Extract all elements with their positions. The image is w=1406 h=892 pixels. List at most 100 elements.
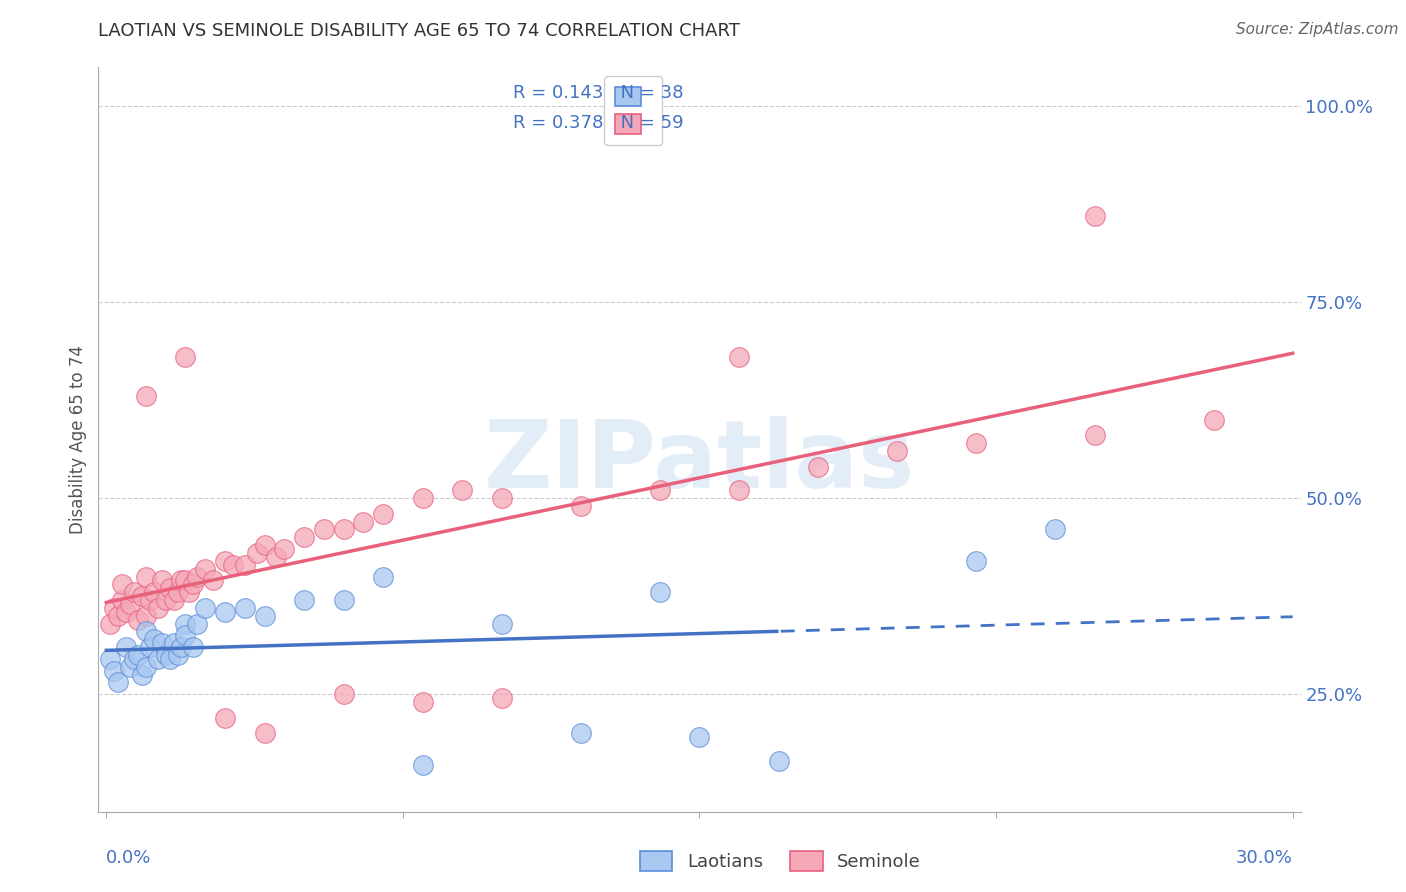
Point — [150, 636, 173, 650]
Point — [107, 675, 129, 690]
Point — [159, 582, 181, 596]
Point — [1202, 413, 1225, 427]
Point — [569, 726, 592, 740]
Point — [214, 554, 236, 568]
Point — [107, 608, 129, 623]
Point — [174, 628, 197, 642]
Point — [1084, 209, 1107, 223]
Point — [728, 483, 751, 498]
Point — [103, 664, 125, 678]
Point — [166, 585, 188, 599]
Point — [194, 562, 217, 576]
Point — [122, 652, 145, 666]
Point — [253, 538, 276, 552]
Point — [1084, 428, 1107, 442]
Point — [155, 648, 177, 662]
Point — [807, 459, 830, 474]
Point — [412, 757, 434, 772]
Point — [150, 574, 173, 588]
Point — [332, 593, 354, 607]
Point — [166, 648, 188, 662]
Point — [135, 389, 157, 403]
Point — [266, 549, 288, 564]
Point — [162, 593, 184, 607]
Point — [965, 554, 987, 568]
Point — [728, 350, 751, 364]
Point — [179, 585, 201, 599]
Point — [332, 687, 354, 701]
Point — [491, 616, 513, 631]
Y-axis label: Disability Age 65 to 74: Disability Age 65 to 74 — [69, 345, 87, 533]
Point — [689, 730, 711, 744]
Point — [214, 711, 236, 725]
Text: 0.0%: 0.0% — [107, 849, 152, 867]
Point — [768, 754, 790, 768]
Point — [371, 569, 394, 583]
Point — [170, 640, 193, 654]
Point — [273, 542, 295, 557]
Point — [186, 616, 208, 631]
Point — [451, 483, 474, 498]
Point — [139, 640, 162, 654]
Point — [131, 667, 153, 681]
Point — [135, 608, 157, 623]
Point — [183, 640, 205, 654]
Point — [146, 652, 169, 666]
Text: 30.0%: 30.0% — [1236, 849, 1292, 867]
Point — [115, 640, 138, 654]
Point — [491, 491, 513, 505]
Point — [412, 491, 434, 505]
Point — [120, 659, 142, 673]
Point — [174, 574, 197, 588]
Point — [569, 499, 592, 513]
Point — [142, 632, 165, 647]
Point — [246, 546, 269, 560]
Point — [186, 569, 208, 583]
Point — [253, 726, 276, 740]
Point — [491, 691, 513, 706]
Point — [648, 585, 671, 599]
Point — [115, 605, 138, 619]
Point — [965, 436, 987, 450]
Point — [135, 659, 157, 673]
Point — [174, 616, 197, 631]
Point — [292, 593, 315, 607]
Point — [142, 585, 165, 599]
Point — [170, 574, 193, 588]
Point — [292, 530, 315, 544]
Point — [194, 600, 217, 615]
Point — [352, 515, 374, 529]
Text: ZIPatlas: ZIPatlas — [484, 416, 915, 508]
Point — [111, 577, 134, 591]
Point — [202, 574, 225, 588]
Point — [332, 523, 354, 537]
Point — [120, 597, 142, 611]
Point — [162, 636, 184, 650]
Legend: , : , — [605, 76, 662, 145]
Text: R = 0.378   N = 59: R = 0.378 N = 59 — [513, 114, 683, 132]
Point — [135, 624, 157, 639]
Legend: Laotians, Seminole: Laotians, Seminole — [633, 844, 928, 879]
Point — [648, 483, 671, 498]
Point — [139, 593, 162, 607]
Point — [253, 608, 276, 623]
Point — [312, 523, 335, 537]
Point — [98, 616, 121, 631]
Point — [412, 695, 434, 709]
Point — [131, 589, 153, 603]
Point — [135, 569, 157, 583]
Point — [146, 600, 169, 615]
Point — [371, 507, 394, 521]
Point — [127, 648, 149, 662]
Point — [111, 593, 134, 607]
Point — [1045, 523, 1067, 537]
Point — [233, 600, 256, 615]
Text: R = 0.143   N = 38: R = 0.143 N = 38 — [513, 84, 683, 102]
Point — [183, 577, 205, 591]
Point — [222, 558, 245, 572]
Point — [159, 652, 181, 666]
Point — [103, 600, 125, 615]
Point — [155, 593, 177, 607]
Point — [233, 558, 256, 572]
Text: LAOTIAN VS SEMINOLE DISABILITY AGE 65 TO 74 CORRELATION CHART: LAOTIAN VS SEMINOLE DISABILITY AGE 65 TO… — [98, 22, 741, 40]
